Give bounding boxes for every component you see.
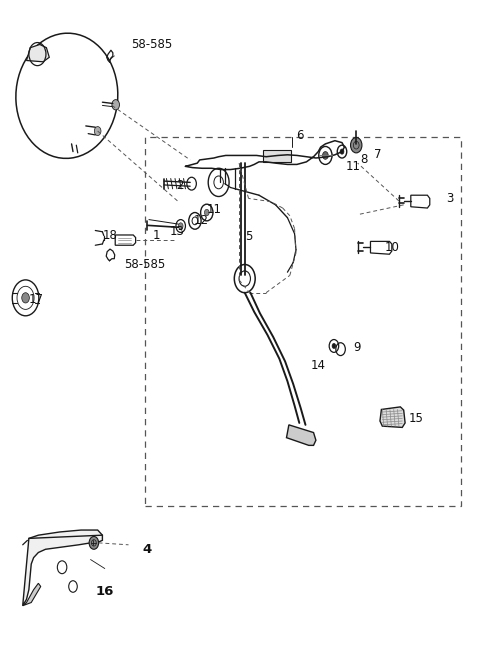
- Text: 17: 17: [29, 292, 44, 305]
- Text: 13: 13: [170, 225, 185, 238]
- Text: 6: 6: [296, 129, 303, 142]
- Polygon shape: [26, 45, 49, 62]
- Circle shape: [332, 344, 336, 349]
- Text: 5: 5: [245, 230, 252, 243]
- Circle shape: [22, 292, 29, 303]
- Text: 11: 11: [207, 203, 222, 217]
- Circle shape: [95, 127, 101, 136]
- Text: 12: 12: [193, 214, 208, 227]
- Circle shape: [112, 100, 120, 110]
- Circle shape: [340, 149, 344, 154]
- Circle shape: [323, 151, 328, 159]
- Circle shape: [89, 536, 98, 549]
- Circle shape: [204, 210, 209, 215]
- Text: 58-585: 58-585: [131, 38, 172, 51]
- Text: 3: 3: [446, 192, 454, 205]
- Polygon shape: [380, 407, 405, 428]
- Text: 18: 18: [102, 229, 117, 242]
- Text: 16: 16: [96, 585, 114, 598]
- Text: 11: 11: [345, 160, 360, 173]
- Text: 10: 10: [384, 241, 399, 254]
- Polygon shape: [23, 584, 41, 606]
- Text: 2: 2: [176, 179, 183, 192]
- Bar: [145, 137, 461, 507]
- Circle shape: [350, 137, 362, 153]
- Circle shape: [179, 223, 183, 229]
- Polygon shape: [287, 425, 316, 445]
- Text: 4: 4: [143, 543, 152, 556]
- Text: 14: 14: [311, 358, 326, 371]
- Text: 9: 9: [353, 342, 360, 355]
- Text: 15: 15: [408, 412, 423, 425]
- Text: 8: 8: [360, 153, 368, 166]
- Text: 7: 7: [374, 148, 381, 161]
- Text: 58-585: 58-585: [124, 258, 165, 271]
- Bar: [263, 150, 291, 162]
- Polygon shape: [23, 530, 102, 606]
- Text: 1: 1: [152, 229, 160, 242]
